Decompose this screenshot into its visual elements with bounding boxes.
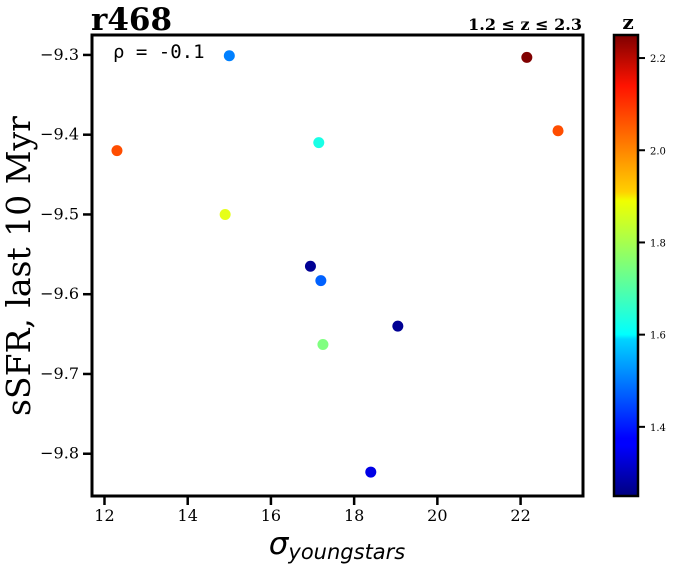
x-tick-label: 12 (94, 506, 114, 525)
y-tick-label: −9.5 (40, 204, 79, 223)
data-point (365, 466, 377, 478)
x-axis-label: σyoungstars (269, 526, 406, 564)
x-axis-ticks: 12 14 16 18 20 22 (94, 496, 531, 525)
data-points (111, 50, 564, 478)
data-point (313, 137, 325, 149)
data-point (317, 338, 329, 350)
x-tick-label: 18 (344, 506, 364, 525)
colorbar-ticks: 1.4 1.6 1.8 2.0 2.2 (638, 54, 666, 434)
data-point (521, 51, 533, 63)
y-tick-label: −9.8 (40, 444, 79, 463)
colorbar-tick-label: 1.4 (650, 423, 666, 434)
chart-title: r468 (91, 2, 172, 38)
colorbar-tick-label: 2.0 (650, 146, 666, 157)
x-tick-label: 16 (261, 506, 281, 525)
data-point (219, 208, 231, 220)
data-point (223, 50, 235, 62)
data-point (315, 275, 327, 287)
x-tick-label: 20 (427, 506, 447, 525)
y-tick-label: −9.7 (40, 364, 79, 383)
y-tick-label: −9.4 (40, 125, 79, 144)
colorbar-tick-label: 2.2 (650, 54, 666, 65)
data-point (392, 320, 404, 332)
plot-area (90, 33, 585, 498)
colorbar (612, 33, 640, 498)
x-tick-label: 14 (178, 506, 198, 525)
y-axis-label: sSFR, last 10 Myr (0, 116, 38, 416)
colorbar-tick-label: 1.8 (650, 238, 666, 249)
y-axis-ticks: −9.3 −9.4 −9.5 −9.6 −9.7 −9.8 (40, 45, 92, 463)
data-point (304, 260, 316, 272)
y-tick-label: −9.3 (40, 45, 79, 64)
colorbar-tick-label: 1.6 (650, 331, 666, 342)
data-point (111, 145, 123, 157)
data-point (552, 125, 564, 137)
chart-subtitle: 1.2 ≤ z ≤ 2.3 (468, 15, 582, 34)
y-tick-label: −9.6 (40, 284, 79, 303)
correlation-annotation: ρ = -0.1 (113, 41, 205, 63)
x-tick-label: 22 (510, 506, 530, 525)
colorbar-label: z (622, 10, 633, 34)
